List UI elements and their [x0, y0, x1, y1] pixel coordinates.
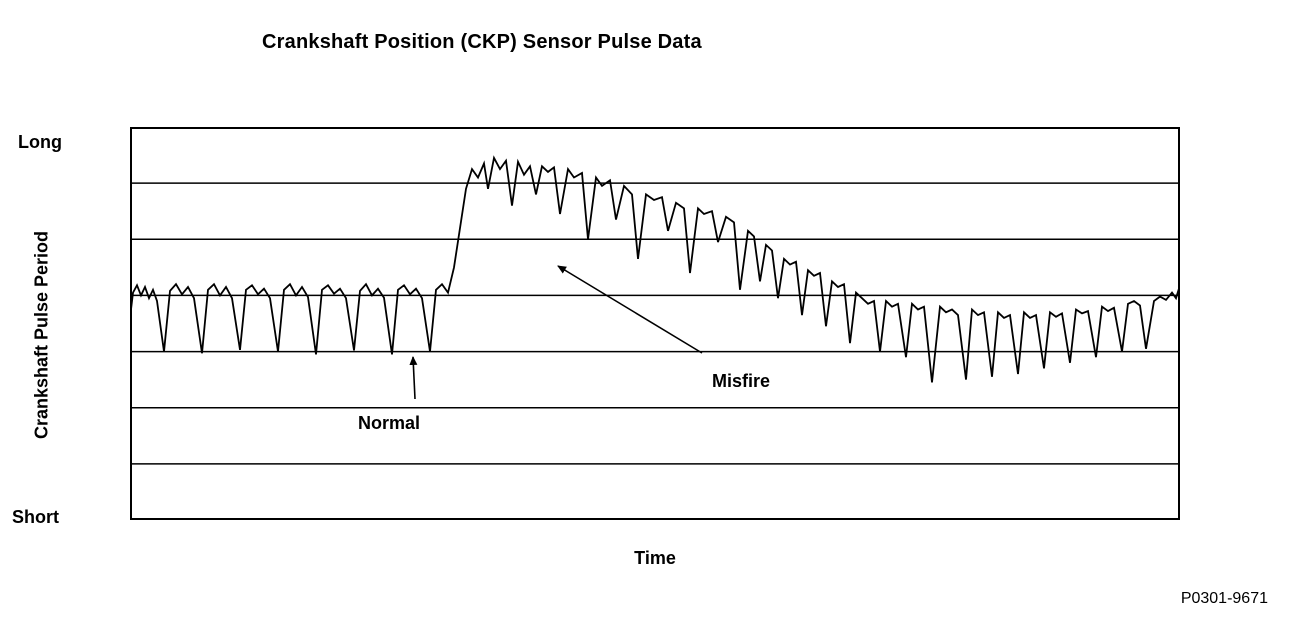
figure-reference-code: P0301-9671 [1180, 590, 1268, 607]
x-axis-title: Time [634, 548, 676, 568]
y-axis-bottom-label: Short [12, 507, 59, 527]
annotation-misfire-label: Misfire [712, 371, 771, 391]
plot-area [130, 127, 1180, 520]
chart-title: Crankshaft Position (CKP) Sensor Pulse D… [262, 31, 702, 53]
waveform-line [130, 155, 1180, 383]
annotation-normal-label: Normal [358, 413, 421, 433]
y-axis-title: Crankshaft Pulse Period [31, 230, 52, 440]
plot-frame [130, 127, 1180, 520]
annotation-arrows [409, 265, 703, 400]
y-axis-top-label: Long [18, 132, 62, 152]
gridlines [130, 182, 1180, 465]
